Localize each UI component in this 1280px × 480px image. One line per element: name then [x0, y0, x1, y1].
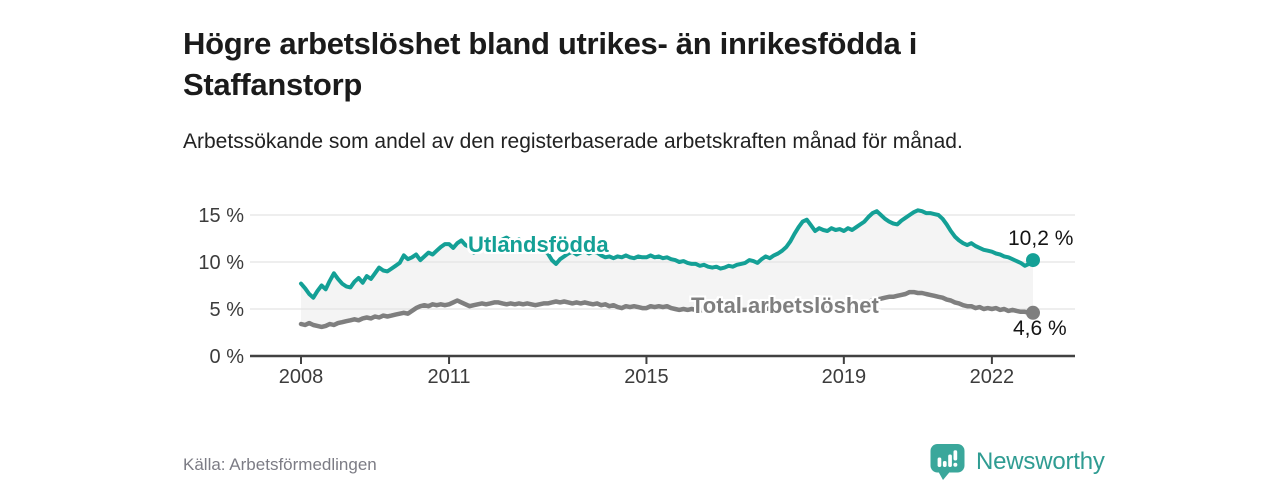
svg-text:5 %: 5 % [210, 299, 245, 321]
svg-text:2022: 2022 [970, 366, 1015, 388]
svg-text:10 %: 10 % [198, 252, 244, 274]
svg-text:15 %: 15 % [198, 205, 244, 227]
chart-subtitle: Arbetssökande som andel av den registerb… [183, 130, 963, 153]
svg-text:0 %: 0 % [210, 346, 245, 368]
end-value-label-utlandsfodda: 10,2 % [1008, 227, 1074, 250]
end-value-label-total: 4,6 % [1013, 317, 1067, 340]
series-label-total-arbetsloshet: Total arbetslöshet [691, 293, 879, 318]
svg-text:2015: 2015 [624, 366, 669, 388]
page-title: Högre arbetslöshet bland utrikes- än inr… [183, 25, 918, 103]
svg-text:2011: 2011 [428, 366, 471, 388]
svg-text:2019: 2019 [822, 366, 867, 388]
brand-name: Newsworthy [976, 447, 1105, 475]
bar-chart-bubble-icon [929, 443, 967, 480]
source-attribution: Källa: Arbetsförmedlingen [183, 455, 377, 474]
newsworthy-logo[interactable]: Newsworthy [929, 443, 1105, 480]
series-label-utlandsfodda: Utlandsfödda [468, 232, 609, 257]
svg-text:2008: 2008 [279, 366, 324, 388]
